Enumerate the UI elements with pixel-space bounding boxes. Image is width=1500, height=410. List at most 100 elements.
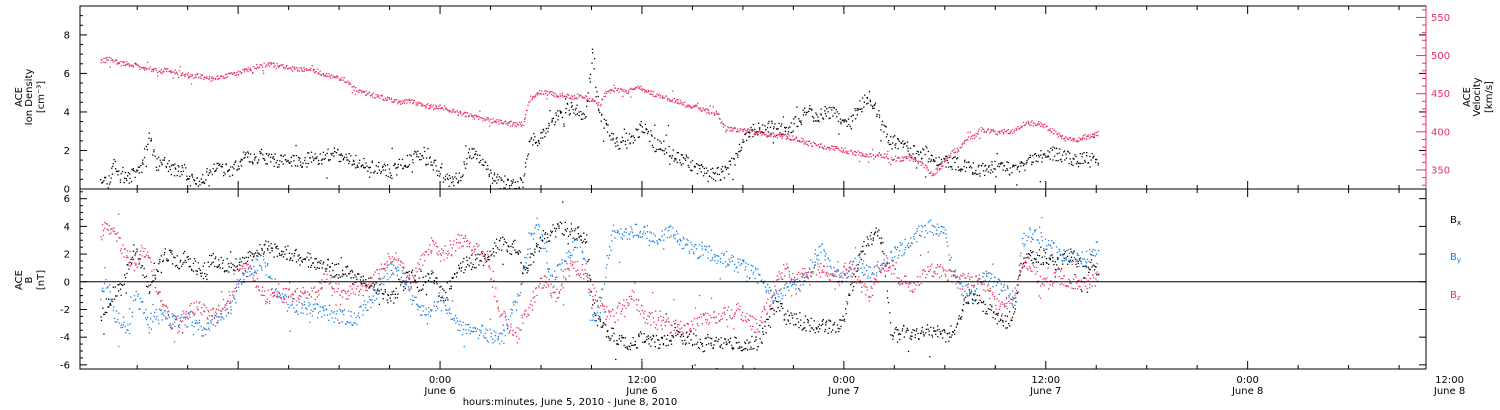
bx-point — [150, 284, 152, 286]
density-point — [955, 169, 957, 171]
velocity-point — [926, 166, 928, 168]
by-point — [445, 309, 447, 311]
velocity-point — [676, 102, 678, 104]
velocity-point — [179, 66, 181, 68]
by-point — [493, 330, 495, 332]
velocity-point — [256, 68, 258, 70]
bx-point — [365, 279, 367, 281]
bx-point — [375, 292, 377, 294]
density-point — [661, 149, 664, 152]
velocity-point — [449, 110, 451, 112]
by-point — [648, 239, 651, 241]
velocity-point — [585, 95, 587, 97]
bx-point — [433, 279, 435, 282]
bx-point — [174, 265, 177, 267]
density-point — [776, 128, 778, 130]
density-point — [946, 159, 949, 162]
by-point — [409, 288, 411, 290]
by-point — [531, 233, 533, 235]
bx-point — [323, 261, 325, 263]
density-point — [1096, 158, 1098, 161]
density-point — [936, 164, 938, 166]
density-point — [1097, 162, 1099, 164]
bx-point — [230, 266, 233, 269]
density-point — [133, 170, 135, 172]
density-point — [687, 164, 689, 167]
bx-point — [889, 322, 892, 324]
density-point — [529, 140, 531, 142]
density-point — [593, 68, 595, 70]
bx-point — [1011, 319, 1013, 321]
by-point — [592, 314, 594, 316]
density-point — [547, 130, 549, 133]
bx-point — [251, 259, 253, 261]
bx-point — [657, 347, 660, 349]
bx-point — [781, 303, 783, 305]
by-point — [611, 240, 613, 242]
by-point — [816, 255, 818, 257]
density-point — [779, 132, 781, 134]
velocity-point — [562, 96, 564, 98]
bx-point — [395, 287, 397, 289]
velocity-point — [574, 98, 576, 100]
by-point — [499, 343, 501, 345]
by-point — [309, 303, 311, 305]
density-point — [423, 146, 425, 149]
velocity-point — [785, 138, 787, 140]
bx-point — [871, 243, 873, 245]
bx-point — [739, 347, 741, 349]
velocity-point — [275, 67, 278, 70]
by-point — [809, 268, 811, 270]
by-point — [636, 234, 639, 236]
velocity-point — [399, 101, 401, 103]
density-point — [1065, 157, 1068, 159]
density-point — [843, 119, 845, 122]
density-point — [101, 182, 103, 184]
by-point — [580, 239, 582, 241]
velocity-point — [447, 109, 449, 111]
velocity-point — [303, 70, 305, 72]
bx-point — [907, 329, 909, 331]
density-point — [1061, 160, 1063, 163]
velocity-point — [828, 146, 830, 148]
density-point — [568, 114, 571, 116]
bx-point — [914, 336, 916, 339]
bx-point — [327, 259, 330, 261]
bx-point — [347, 265, 349, 267]
bx-point — [910, 335, 912, 337]
density-point — [357, 166, 359, 168]
velocity-point — [375, 94, 377, 96]
velocity-point — [247, 70, 249, 73]
bx-point — [643, 333, 645, 335]
bx-point — [688, 333, 691, 335]
density-point — [716, 167, 718, 169]
velocity-point — [567, 94, 569, 96]
density-point — [1069, 158, 1071, 160]
bx-point — [686, 331, 688, 333]
velocity-point — [504, 121, 506, 123]
bx-point — [596, 324, 599, 327]
by-point — [694, 244, 696, 246]
density-point — [310, 151, 313, 153]
bx-point — [491, 253, 493, 255]
bx-point — [884, 265, 886, 267]
velocity-point — [874, 156, 877, 158]
density-point — [471, 157, 473, 160]
density-point — [444, 175, 447, 177]
velocity-point — [828, 147, 830, 149]
bx-point — [595, 320, 597, 322]
bx-point — [1028, 253, 1030, 256]
bx-point — [285, 249, 288, 251]
density-point — [563, 125, 565, 127]
velocity-point — [885, 155, 887, 158]
bx-point — [1087, 266, 1089, 268]
bx-point — [280, 254, 282, 257]
bx-point — [898, 333, 900, 336]
velocity-point — [629, 88, 631, 91]
velocity-point — [1021, 125, 1023, 127]
velocity-point — [1084, 138, 1086, 140]
velocity-point — [548, 92, 550, 94]
density-point — [328, 159, 330, 161]
by-point — [653, 233, 655, 235]
velocity-point — [333, 76, 336, 78]
